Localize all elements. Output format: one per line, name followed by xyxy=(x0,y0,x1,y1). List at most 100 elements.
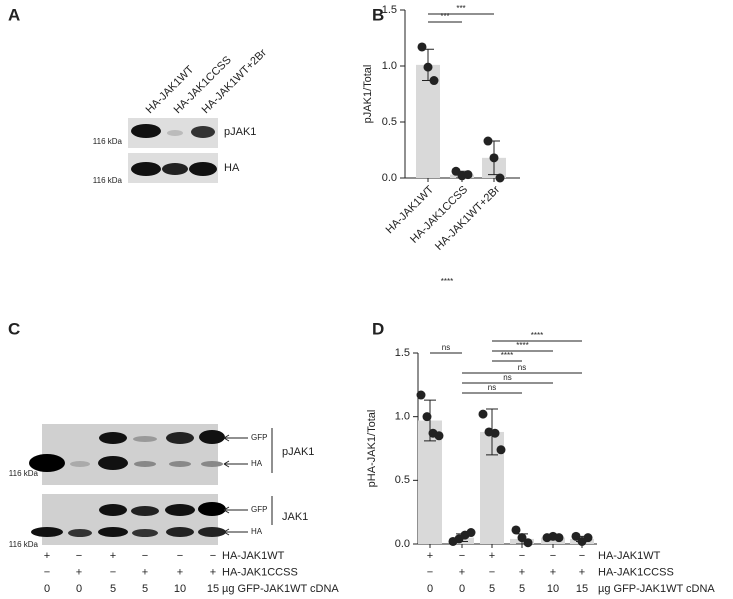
condition-cell: 0 xyxy=(459,583,465,595)
condition-cell: 5 xyxy=(110,583,116,595)
data-point xyxy=(583,533,593,543)
condition-cell: − xyxy=(519,550,525,562)
band xyxy=(131,506,159,516)
condition-cell: + xyxy=(76,566,82,578)
band xyxy=(68,529,92,537)
band xyxy=(131,162,161,176)
data-point xyxy=(511,525,521,535)
y-tick-label: 0.0 xyxy=(395,538,410,550)
condition-cell: + xyxy=(489,550,495,562)
data-point xyxy=(495,173,505,183)
comparison-label: ns xyxy=(442,343,450,352)
condition-cell: 0 xyxy=(76,583,82,595)
mw-marker: 116 kDa xyxy=(9,469,39,478)
condition-cell: − xyxy=(550,550,556,562)
blot-label: pJAK1 xyxy=(224,126,256,138)
condition-label: µg GFP-JAK1WT cDNA xyxy=(222,583,339,595)
y-tick-label: 1.5 xyxy=(382,4,397,16)
y-axis-label: pJAK1/Total xyxy=(362,65,374,124)
band xyxy=(189,162,217,176)
y-tick-label: 1.0 xyxy=(395,411,410,423)
condition-cell: + xyxy=(142,566,148,578)
comparison-label: *** xyxy=(456,4,465,13)
condition-cell: + xyxy=(550,566,556,578)
panel-label: D xyxy=(372,319,384,338)
data-point xyxy=(466,528,476,538)
band xyxy=(166,527,194,537)
data-point xyxy=(571,531,581,541)
band xyxy=(198,527,226,537)
data-point xyxy=(517,533,527,543)
data-point xyxy=(417,42,427,52)
panel-label: B xyxy=(372,5,384,24)
comparison-label: ns xyxy=(518,363,526,372)
condition-cell: − xyxy=(142,550,148,562)
band xyxy=(201,461,223,467)
band xyxy=(167,130,183,136)
condition-cell: 10 xyxy=(174,583,186,595)
condition-cell: 0 xyxy=(44,583,50,595)
band xyxy=(133,436,157,442)
data-point xyxy=(416,390,426,400)
condition-cell: + xyxy=(210,566,216,578)
condition-cell: + xyxy=(177,566,183,578)
band-label: HA xyxy=(251,527,263,536)
band xyxy=(132,529,158,537)
condition-cell: − xyxy=(44,566,50,578)
condition-cell: + xyxy=(519,566,525,578)
condition-cell: + xyxy=(459,566,465,578)
blot-label: pJAK1 xyxy=(282,446,314,458)
arrows xyxy=(223,428,273,536)
condition-cell: 15 xyxy=(207,583,219,595)
band xyxy=(169,461,191,467)
band xyxy=(98,527,128,537)
data-point xyxy=(523,538,533,548)
blot xyxy=(42,424,218,485)
condition-cell: − xyxy=(177,550,183,562)
blot xyxy=(42,494,218,545)
band-label: GFP xyxy=(251,433,267,442)
blot-label: JAK1 xyxy=(282,511,308,523)
condition-cell: 0 xyxy=(427,583,433,595)
band xyxy=(99,432,127,444)
band xyxy=(98,456,128,470)
annotation: **** xyxy=(441,277,453,286)
comparison-label: ns xyxy=(503,373,511,382)
condition-cell: 15 xyxy=(576,583,588,595)
data-point xyxy=(423,62,433,72)
mw-marker: 116 kDa xyxy=(9,540,39,549)
data-point xyxy=(429,76,439,86)
band xyxy=(99,504,127,516)
band xyxy=(198,502,226,516)
band-label: GFP xyxy=(251,505,267,514)
condition-cell: 10 xyxy=(547,583,559,595)
data-point xyxy=(434,431,444,441)
condition-cell: − xyxy=(579,550,585,562)
mw-marker: 116 kDa xyxy=(93,137,123,146)
data-point xyxy=(554,533,564,543)
y-tick-label: 0.0 xyxy=(382,172,397,184)
condition-cell: 5 xyxy=(489,583,495,595)
band xyxy=(165,504,195,516)
condition-cell: + xyxy=(110,550,116,562)
condition-label: HA-JAK1CCSS xyxy=(222,566,298,578)
y-tick-label: 1.5 xyxy=(395,347,410,359)
comparison-label: *** xyxy=(440,12,449,21)
condition-cell: − xyxy=(110,566,116,578)
data-point xyxy=(422,412,432,422)
condition-label: µg GFP-JAK1WT cDNA xyxy=(598,583,715,595)
band xyxy=(191,126,215,138)
band xyxy=(134,461,156,467)
data-point xyxy=(483,136,493,146)
condition-cell: − xyxy=(210,550,216,562)
data-point xyxy=(463,170,473,180)
condition-cell: − xyxy=(76,550,82,562)
condition-label: HA-JAK1WT xyxy=(222,550,285,562)
band xyxy=(162,163,188,175)
data-point xyxy=(490,428,500,438)
comparison-label: **** xyxy=(516,341,528,350)
condition-cell: 5 xyxy=(519,583,525,595)
band xyxy=(131,124,161,138)
data-point xyxy=(489,153,499,163)
